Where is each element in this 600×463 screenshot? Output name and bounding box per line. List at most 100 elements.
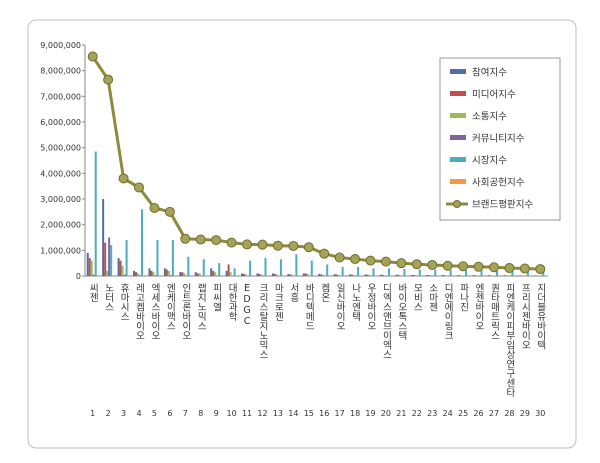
x-rank-label: 7 bbox=[183, 409, 188, 418]
bar bbox=[199, 273, 201, 276]
line-marker bbox=[165, 207, 174, 216]
bar bbox=[230, 272, 232, 276]
bar bbox=[228, 264, 230, 276]
legend-label: 커뮤니티지수 bbox=[472, 134, 525, 145]
bar bbox=[172, 240, 174, 276]
x-rank-label: 26 bbox=[473, 409, 483, 418]
x-category-label: 피엔케이피부임상연구센타 bbox=[504, 283, 515, 398]
bar bbox=[338, 275, 340, 276]
bar bbox=[426, 275, 428, 276]
x-rank-label: 17 bbox=[335, 409, 345, 418]
bar bbox=[108, 238, 110, 277]
legend-swatch bbox=[450, 157, 466, 162]
bar bbox=[411, 275, 413, 276]
bar bbox=[181, 272, 183, 276]
y-tick-label: 0 bbox=[76, 272, 81, 281]
bar bbox=[210, 268, 212, 276]
line-marker bbox=[428, 260, 437, 269]
bar bbox=[166, 270, 168, 276]
legend-swatch bbox=[450, 69, 466, 74]
x-category-label: 크리스탈지노믹스 bbox=[257, 283, 268, 359]
x-rank-label: 6 bbox=[167, 409, 172, 418]
bar bbox=[373, 268, 375, 276]
line-marker bbox=[181, 234, 190, 243]
x-rank-label: 12 bbox=[257, 409, 267, 418]
x-rank-label: 4 bbox=[136, 409, 141, 418]
x-rank-label: 29 bbox=[520, 409, 530, 418]
y-tick-label: 9,000,000 bbox=[40, 41, 81, 50]
bar bbox=[137, 273, 139, 276]
bar bbox=[139, 275, 141, 276]
x-category-label: 바이오톡스텍 bbox=[396, 283, 407, 341]
x-category-label: 일신바이오 bbox=[334, 283, 345, 331]
bar bbox=[291, 275, 293, 276]
bar bbox=[201, 275, 203, 276]
line-marker bbox=[335, 253, 344, 262]
bar bbox=[382, 275, 384, 276]
x-category-label: EDGC bbox=[242, 283, 253, 327]
bar bbox=[326, 264, 328, 276]
bar bbox=[168, 271, 170, 276]
bar bbox=[243, 274, 245, 276]
line-marker bbox=[366, 256, 375, 265]
legend-swatch bbox=[454, 201, 461, 208]
bar bbox=[148, 268, 150, 276]
bar bbox=[320, 274, 322, 276]
bar bbox=[521, 275, 523, 276]
legend-label: 시장지수 bbox=[472, 156, 507, 167]
y-tick-label: 8,000,000 bbox=[40, 67, 81, 76]
y-tick-label: 6,000,000 bbox=[40, 118, 81, 127]
line-marker bbox=[212, 236, 221, 245]
bar bbox=[120, 261, 122, 276]
x-rank-label: 21 bbox=[396, 409, 406, 418]
x-rank-label: 18 bbox=[350, 409, 360, 418]
bar bbox=[95, 152, 97, 276]
bar bbox=[214, 272, 216, 276]
bar bbox=[342, 267, 344, 276]
bar bbox=[126, 240, 128, 276]
bar bbox=[388, 268, 390, 276]
bar bbox=[118, 258, 120, 276]
bar bbox=[170, 275, 172, 276]
bar bbox=[507, 275, 509, 276]
bar bbox=[122, 266, 124, 276]
x-rank-label: 13 bbox=[273, 409, 283, 418]
bar bbox=[442, 275, 444, 276]
line-marker bbox=[289, 241, 298, 250]
line-marker bbox=[150, 203, 159, 212]
bar bbox=[303, 273, 305, 276]
bar bbox=[245, 274, 247, 276]
bar bbox=[232, 275, 234, 276]
bar bbox=[249, 261, 251, 276]
y-tick-label: 2,000,000 bbox=[40, 221, 81, 230]
x-rank-label: 19 bbox=[365, 409, 375, 418]
bar bbox=[380, 275, 382, 276]
line-marker bbox=[536, 265, 545, 274]
bar bbox=[218, 263, 220, 276]
line-marker bbox=[505, 264, 514, 273]
legend-label: 브랜드평판지수 bbox=[472, 200, 533, 211]
x-category-label: 디엑스앤브이엑스 bbox=[380, 283, 391, 359]
bar bbox=[150, 271, 152, 276]
bar bbox=[152, 272, 154, 276]
bar bbox=[187, 257, 189, 276]
bar bbox=[104, 243, 106, 276]
x-category-label: 레고켐바이오 bbox=[134, 283, 145, 340]
legend-label: 사회공헌지수 bbox=[472, 178, 525, 189]
bar bbox=[141, 209, 143, 276]
line-marker bbox=[104, 75, 113, 84]
bar bbox=[256, 273, 258, 276]
y-tick-label: 4,000,000 bbox=[40, 169, 81, 178]
line-marker bbox=[273, 241, 282, 250]
bar bbox=[536, 275, 538, 276]
x-rank-label: 23 bbox=[427, 409, 437, 418]
bar bbox=[428, 275, 430, 276]
bar bbox=[430, 275, 432, 276]
x-category-label: 인트론바이오 bbox=[180, 283, 191, 340]
line-marker bbox=[196, 235, 205, 244]
line-marker bbox=[320, 249, 329, 258]
bar bbox=[197, 273, 199, 276]
bar bbox=[349, 274, 351, 276]
bar bbox=[457, 275, 459, 276]
bar bbox=[444, 275, 446, 276]
